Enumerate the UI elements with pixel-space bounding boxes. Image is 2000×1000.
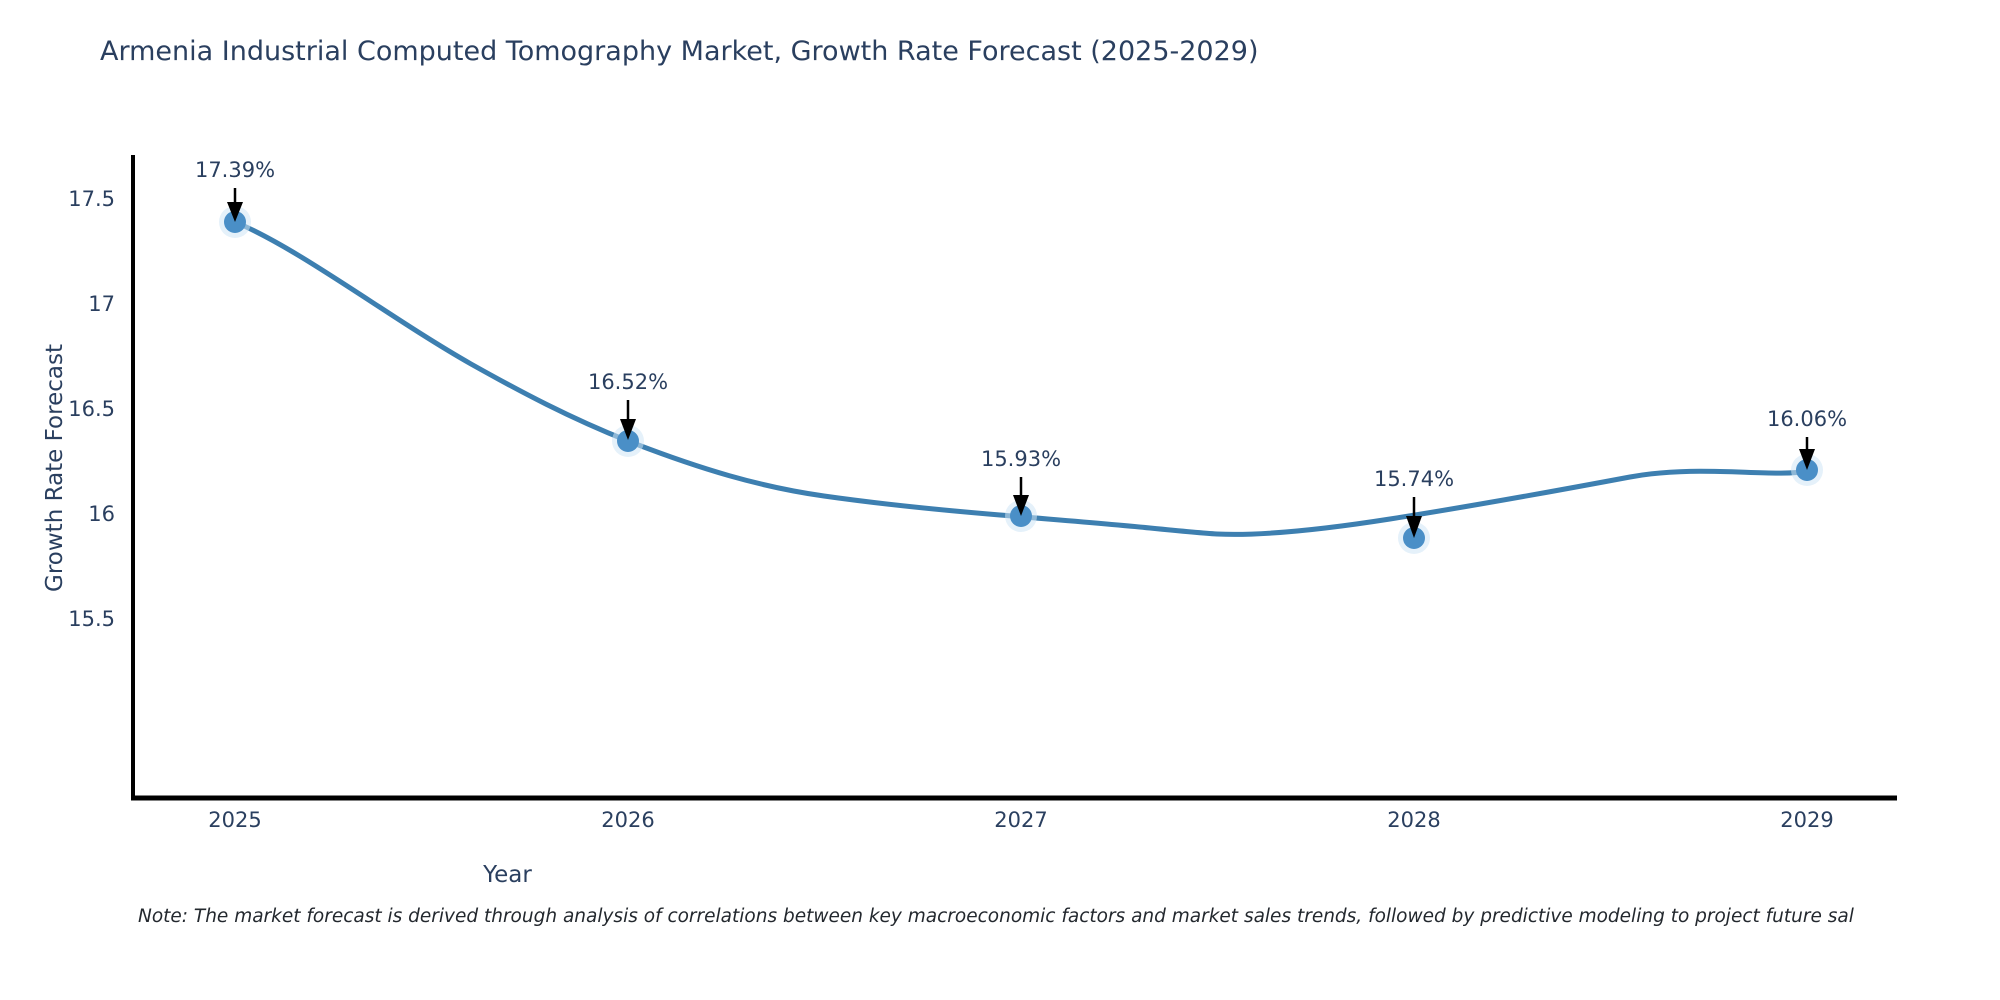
- annotation-arrow-icon: [1013, 477, 1029, 516]
- data-point-marker[interactable]: [617, 430, 639, 452]
- y-tick-label: 15.5: [68, 607, 115, 631]
- data-point-label: 16.52%: [587, 370, 669, 394]
- x-tick-label: 2026: [601, 808, 655, 832]
- x-tick-label: 2025: [208, 808, 262, 832]
- data-line-series: [232, 219, 1813, 537]
- chart-title: Armenia Industrial Computed Tomography M…: [100, 36, 1259, 67]
- data-point-label: 15.74%: [1373, 467, 1455, 491]
- x-axis-title-text: Year: [483, 862, 532, 888]
- y-tick-label: 16: [88, 502, 115, 526]
- annotation-arrow-icon: [620, 400, 636, 440]
- x-axis-title: Year: [0, 862, 2000, 888]
- x-tick-label: 2029: [1780, 808, 1834, 832]
- y-tick-label: 16.5: [68, 397, 115, 421]
- annotation-arrow-icon: [1406, 497, 1422, 538]
- data-point-label: 17.39%: [194, 158, 276, 182]
- x-tick-label: 2028: [1387, 808, 1441, 832]
- x-tick-label: 2027: [994, 808, 1048, 832]
- data-point-label: 15.93%: [980, 447, 1062, 471]
- annotation-arrow-icon: [1799, 437, 1815, 470]
- chart-footnote: Note: The market forecast is derived thr…: [138, 906, 1854, 927]
- y-tick-label: 17: [88, 292, 115, 316]
- data-point-label: 16.06%: [1766, 407, 1848, 431]
- y-tick-label: 17.5: [68, 187, 115, 211]
- annotation-arrow-icon: [227, 188, 243, 222]
